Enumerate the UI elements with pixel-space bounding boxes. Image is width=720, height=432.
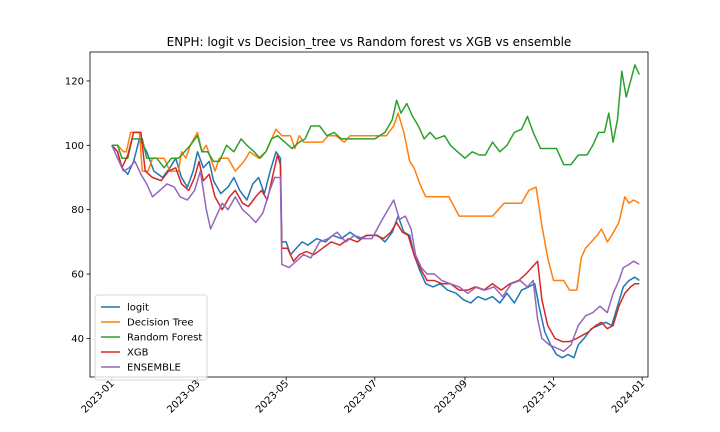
legend-label: ENSEMBLE [127,363,181,374]
series-line-decision-tree [111,112,640,291]
y-axis: 40 60 80 100 120 [65,76,90,345]
series-line-ensemble [111,144,640,353]
y-tick-label: 40 [71,334,84,345]
legend-label: Decision Tree [127,318,194,329]
series-line-random-forest [111,64,640,169]
y-tick-label: 60 [71,270,84,281]
y-tick-label: 120 [65,76,84,87]
plot-area-frame [89,51,649,378]
legend-label: logit [127,303,149,314]
legend-label: XGB [127,348,149,359]
legend-label: Random Forest [127,333,202,344]
series-line-xgb [111,131,640,343]
y-tick-label: 80 [71,205,84,216]
legend-box [94,294,208,381]
chart-title: ENPH: logit vs Decision_tree vs Random f… [167,35,572,49]
series-layer [111,64,640,359]
y-tick-label: 100 [65,141,84,152]
legend: logit Decision Tree Random Forest XGB ENSEMB… [94,294,208,381]
